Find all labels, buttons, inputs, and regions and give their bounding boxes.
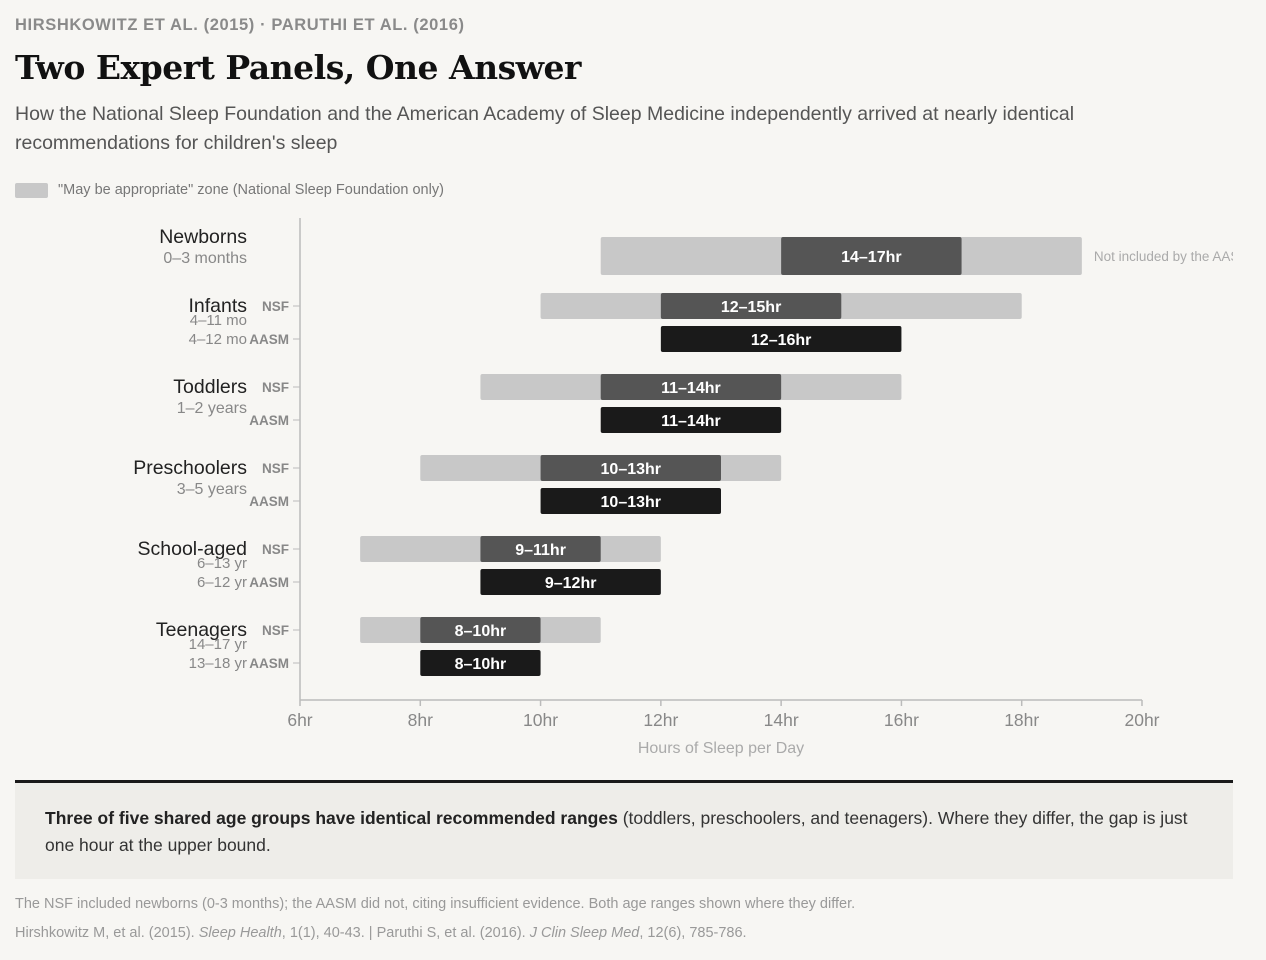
group-label: School-aged [138,538,248,560]
aasm-recommended-bar [540,488,721,514]
nsf-recommended-bar [540,455,721,481]
group-label: Infants [188,295,247,317]
callout-bold: Three of five shared age groups have ide… [45,808,618,828]
panel-label: AASM [249,332,289,347]
x-tick-label: 8hr [408,710,433,730]
panel-label: NSF [262,299,289,314]
panel-label: NSF [262,623,289,638]
panel-label: AASM [249,494,289,509]
source-journal-a: Sleep Health [198,925,282,941]
bar-value-label: 8–10hr [455,656,507,673]
bar-value-label: 11–14hr [661,413,721,430]
x-tick-label: 20hr [1124,710,1159,730]
legend: "May be appropriate" zone (National Slee… [15,180,444,200]
legend-swatch [15,182,48,198]
source-part-a: Hirshkowitz M, et al. (2015). [15,925,199,941]
sleep-range-chart: Newborns 0–3 months 14–17hr Not included by… [133,218,1251,757]
x-tick-label: 14hr [764,710,799,730]
source-part-c: , 12(6), 785-786. [639,925,747,941]
aasm-recommended-bar [600,407,782,433]
bar-value-label: 9–11hr [515,542,566,559]
bar-value-label: 8–10hr [455,623,507,640]
age-label: 1–2 years [177,400,247,417]
x-tick-label: 18hr [1004,710,1039,730]
bar-value-label: 11–14hr [661,380,721,397]
bar-value-label: 9–12hr [545,575,597,592]
age-label: 3–5 years [177,481,247,498]
nsf-recommended-bar [660,293,842,319]
x-tick-label: 6hr [287,710,312,730]
panel-label: NSF [262,380,289,395]
source-part-b: , 1(1), 40-43. | Paruthi S, et al. (2016… [281,925,530,941]
bar-age-label: 13–18 yr [189,655,247,672]
bar-age-label: 14–17 yr [189,636,247,653]
bar-age-label: 4–11 mo [190,312,247,329]
age-label: 0–3 months [163,250,247,267]
bar-value-label: 10–13hr [601,461,662,478]
x-tick-label: 16hr [884,710,919,730]
bar-value-label: 14–17hr [841,249,902,266]
nsf-recommended-bar [420,617,541,643]
nsf-recommended-bar [781,237,962,275]
x-tick-label: 12hr [643,710,678,730]
source-journal-b: J Clin Sleep Med [529,925,640,941]
footnote: The NSF included newborns (0-3 months); … [15,896,856,912]
kicker: HIRSHKOWITZ ET AL. (2015) · PARUTHI ET A… [15,16,465,34]
chart-subtitle: How the National Sleep Foundation and th… [15,103,1075,154]
source-citation: Hirshkowitz M, et al. (2015). Sleep Heal… [15,925,747,941]
aasm-recommended-bar [660,326,902,352]
bar-value-label: 12–16hr [751,332,812,349]
key-finding-callout: Three of five shared age groups have ide… [15,783,1233,879]
nsf-recommended-bar [480,536,601,562]
bar-age-label: 4–12 mo [189,331,247,348]
panel-label: AASM [249,575,289,590]
x-tick-label: 10hr [523,710,558,730]
panel-label: AASM [249,656,289,671]
aasm-recommended-bar [480,569,661,595]
panel-label: NSF [262,542,289,557]
group-label: Toddlers [173,376,247,398]
group-label: Teenagers [156,619,247,641]
chart-title: Two Expert Panels, One Answer [15,48,581,87]
group-label: Newborns [159,226,247,248]
nsf-recommended-bar [600,374,782,400]
bar-value-label: 10–13hr [601,494,662,511]
group-label: Preschoolers [133,457,247,479]
bar-age-label: 6–13 yr [197,555,247,572]
panel-label: NSF [262,461,289,476]
newborn-annotation: Not included by the AASM [1094,249,1251,264]
aasm-recommended-bar [420,650,541,676]
bar-age-label: 6–12 yr [197,574,247,591]
legend-label: "May be appropriate" zone (National Slee… [58,182,444,198]
x-axis-label: Hours of Sleep per Day [638,740,804,757]
panel-label: AASM [249,413,289,428]
divider-rule [15,780,1233,783]
bar-value-label: 12–15hr [721,299,782,316]
callout-text: (toddlers, preschoolers, and teenagers).… [45,808,1188,855]
